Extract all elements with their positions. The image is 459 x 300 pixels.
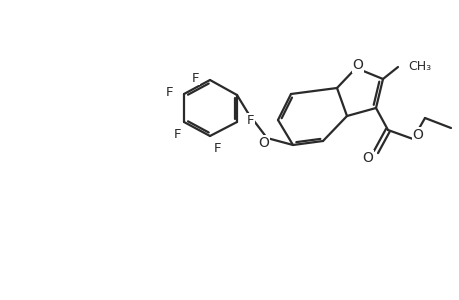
Text: F: F (174, 128, 181, 140)
Text: CH₃: CH₃ (407, 59, 430, 73)
Text: O: O (412, 128, 423, 142)
Text: O: O (362, 151, 373, 165)
Text: F: F (166, 85, 174, 98)
Text: F: F (214, 142, 221, 154)
Text: F: F (192, 71, 199, 85)
Text: F: F (247, 113, 254, 127)
Text: O: O (258, 136, 269, 150)
Text: O: O (352, 58, 363, 72)
